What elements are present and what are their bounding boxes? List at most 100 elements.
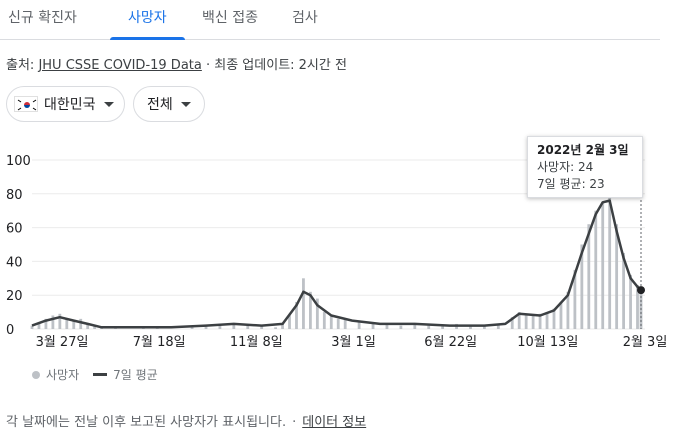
y-tick-label: 20 [6,289,23,304]
bar-mark [636,285,639,329]
bar-mark [559,301,563,329]
range-label: 전체 [147,97,173,113]
last-updated: · 최종 업데이트: 2시간 전 [201,58,347,73]
average-line [31,199,642,329]
x-tick-label: 3월 1일 [331,335,376,350]
bar-mark [322,312,326,329]
bar-mark [496,323,500,329]
hover-point [637,286,645,295]
tab-tests[interactable]: 검사 [292,10,318,26]
bar-mark [601,202,605,329]
bar-mark [371,323,375,329]
bar-mark [204,325,208,329]
y-tick-label: 40 [6,255,23,270]
source-link[interactable]: JHU CSSE COVID-19 Data [38,58,202,73]
footnote: 각 날짜에는 전날 이후 보고된 사망자가 표시됩니다. · 데이터 정보 [6,411,366,430]
bar-mark [295,301,298,329]
bar-mark [343,318,347,329]
bar-mark [573,269,577,329]
bar-mark [93,325,97,329]
tooltip-deaths: 사망자: 24 [537,160,594,174]
bar-mark [357,322,361,329]
country-dropdown[interactable]: 대한민국 [6,86,125,122]
bar-mark [315,298,319,329]
x-tick-label: 11월 8일 [230,335,283,350]
bar-mark [274,327,277,329]
bar-mark [44,318,48,329]
bar-mark [190,327,194,329]
x-tick-label: 3월 27일 [36,335,89,350]
bar-mark [469,325,472,329]
bar-mark [336,318,340,329]
bar-mark [622,252,625,329]
bar-mark [427,325,431,329]
bar-mark [413,323,417,329]
legend-dot-icon [32,370,40,379]
bar-mark [58,313,62,329]
chart-legend: 사망자 7일 평균 [32,366,158,383]
bar-mark [51,315,55,329]
bar-mark [281,323,284,329]
bar-mark [552,308,556,329]
bar-mark [329,315,333,329]
deaths-chart[interactable]: 0 20 40 60 80 100 3월 27일 7월 18일 11월 8일 3월 1일 6월 22… [0,130,676,360]
chart-tooltip: 2022년 2월 3일 사망자: 24 7일 평균: 23 [527,136,643,198]
bar-mark [232,323,236,329]
tooltip-date: 2022년 2월 3일 [537,143,629,157]
bar-mark [510,317,514,329]
x-tick-label: 6월 22일 [424,335,477,350]
y-tick-label: 80 [6,188,23,203]
bar-mark [587,224,591,329]
y-tick-label: 0 [6,323,14,338]
range-dropdown[interactable]: 전체 [133,86,205,122]
source-line: 출처: JHU CSSE COVID-19 Data · 최종 업데이트: 2시… [6,54,347,73]
x-tick-label: 7월 18일 [133,335,186,350]
bar-mark [86,323,90,329]
bar-mark [629,274,632,329]
bar-mark [246,325,250,329]
bar-mark [309,291,312,329]
bar-mark [37,322,41,329]
legend-average-label: 7일 평균 [113,368,158,382]
bar-mark [65,318,69,329]
bar-mark [580,244,584,329]
tab-vaccinations[interactable]: 백신 접종 [202,10,258,26]
footnote-text: 각 날짜에는 전날 이후 보고된 사망자가 표시됩니다. [6,415,287,430]
bar-mark [538,313,542,329]
x-tick-label: 2월 3일 [623,335,668,350]
x-tick-label: 10월 13일 [517,335,578,350]
bar-mark [545,312,549,329]
bar-mark [608,197,612,329]
bar-mark [517,312,521,329]
bar-mark [30,325,34,329]
legend-daily-label: 사망자 [46,368,80,382]
tab-new-cases[interactable]: 신규 확진자 [8,10,77,26]
bar-mark [566,291,570,329]
chevron-down-icon [103,101,114,107]
tab-bar: 신규 확진자 사망자 백신 접종 검사 [0,0,660,40]
tooltip-average: 7일 평균: 23 [537,177,605,191]
bar-mark [399,325,403,329]
bar-mark [288,315,291,329]
bar-mark [441,325,445,329]
tab-deaths[interactable]: 사망자 [110,8,185,40]
bar-mark [218,323,222,329]
bar-mark [594,210,598,329]
source-prefix: 출처: [6,58,39,73]
bar-mark [483,325,486,329]
bar-mark [79,318,83,329]
bar-mark [615,224,619,329]
y-tick-label: 100 [6,154,31,169]
footnote-separator: · [292,415,297,430]
data-info-link[interactable]: 데이터 정보 [302,415,367,430]
bar-mark [302,278,305,329]
legend-line-icon [93,373,108,376]
chevron-down-icon [180,101,191,107]
bar-mark [72,320,76,329]
bar-mark [524,313,528,329]
bar-mark [260,325,264,329]
bar-mark [531,315,535,329]
bar-mark [385,323,389,329]
south-korea-flag-icon [14,96,38,112]
country-label: 대한민국 [44,97,96,113]
